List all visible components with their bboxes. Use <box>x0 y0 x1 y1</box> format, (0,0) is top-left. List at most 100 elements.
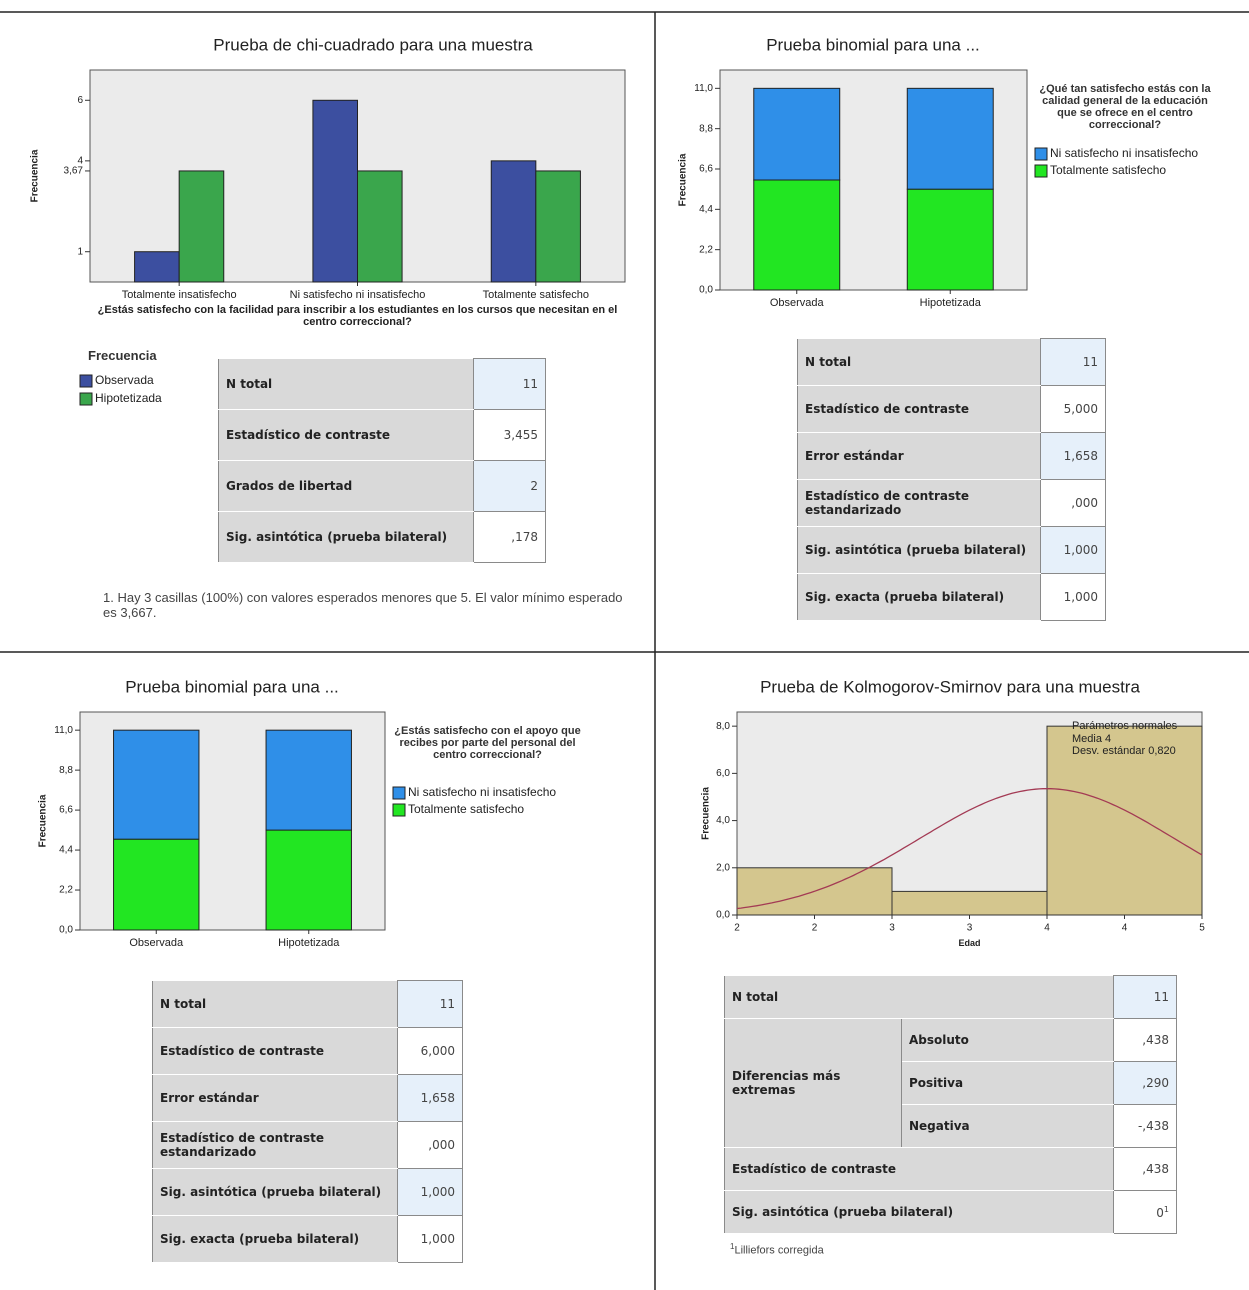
x-tick-label: Hipotetizada <box>278 937 340 949</box>
legend-swatch <box>392 786 406 800</box>
annotation: Media 4 <box>1072 733 1111 745</box>
table-row: Sig. asintótica (prueba bilateral) 1,000 <box>152 1168 463 1216</box>
cell: 1,658 <box>1040 432 1106 480</box>
x-tick-label: Totalmente satisfecho <box>483 289 589 301</box>
bar <box>535 170 581 283</box>
y-tick-label: 11,0 <box>694 83 713 94</box>
cell: ,290 <box>1113 1061 1177 1105</box>
annotation: Parámetros normales <box>1072 720 1178 732</box>
bar-segment <box>113 838 200 931</box>
table-row: Estadístico de contraste estandarizado ,0… <box>152 1121 463 1169</box>
y-axis-label: Frecuencia <box>678 153 689 206</box>
legend-swatch <box>1034 164 1048 178</box>
legend-title: ¿Qué tan satisfecho estás con la calidad… <box>1039 83 1211 131</box>
x-tick-label: 4 <box>1122 923 1128 934</box>
y-tick-label: 4 <box>77 155 83 166</box>
chart-title: Prueba binomial para una ... <box>766 35 980 54</box>
cell: 11 <box>1113 975 1177 1019</box>
cell-value: 0 <box>1156 1205 1164 1220</box>
y-tick-label: 6 <box>77 95 83 106</box>
normal-curve <box>736 788 1203 910</box>
table-row: Sig. asintótica (prueba bilateral) ,178 <box>218 511 546 563</box>
cell: 3,455 <box>473 409 546 461</box>
x-tick-label: 3 <box>967 923 973 934</box>
legend-label: Totalmente satisfecho <box>408 802 524 816</box>
table-row: N total 11 <box>218 358 546 410</box>
bar-segment <box>906 87 994 190</box>
cell: 1,000 <box>397 1215 463 1263</box>
x-tick-label: Observada <box>129 937 184 949</box>
y-tick-label: 6,6 <box>699 164 713 175</box>
legend-swatch <box>79 374 93 388</box>
row-label: Sig. asintótica (prueba bilateral) <box>152 1168 398 1216</box>
y-tick-label: 1 <box>77 246 83 257</box>
table-row: N total 11 <box>797 338 1106 386</box>
bar-segment <box>753 179 841 291</box>
x-tick-label: 3 <box>889 923 895 934</box>
table-row: Error estándar 1,658 <box>152 1074 463 1122</box>
stats-table: N total 11 Estadístico de contraste 3,455 Gr… <box>218 358 546 563</box>
legend-title: Frecuencia <box>88 348 157 363</box>
cell: ,000 <box>397 1121 463 1169</box>
y-axis-label: Frecuencia <box>38 794 49 847</box>
table-row: Estadístico de contraste 5,000 <box>797 385 1106 433</box>
y-tick-label: 2,2 <box>59 885 73 896</box>
cell: 11 <box>473 358 546 410</box>
y-tick-label: 0,0 <box>699 285 713 296</box>
row-label: Estadístico de contraste <box>797 385 1041 433</box>
legend-title: ¿Estás satisfecho con el apoyo que recib… <box>394 725 581 761</box>
table-row: Error estándar 1,658 <box>797 432 1106 480</box>
row-label: N total <box>152 980 398 1028</box>
row-label: Sig. exacta (prueba bilateral) <box>797 573 1041 621</box>
row-label: N total <box>218 358 474 410</box>
bar-segment <box>265 829 352 931</box>
y-tick-label: 0,0 <box>59 925 73 936</box>
row-label: Estadístico de contraste estandarizado <box>152 1121 398 1169</box>
y-axis-label: Frecuencia <box>30 149 41 202</box>
row-label: Sig. asintótica (prueba bilateral) <box>724 1190 1114 1234</box>
cell: ,178 <box>473 511 546 563</box>
table-note: 1. Hay 3 casillas (100%) con valores esp… <box>103 590 623 620</box>
table-row: Grados de libertad 2 <box>218 460 546 512</box>
y-tick-label: 3,67 <box>64 166 84 177</box>
table-row: Estadístico de contraste 6,000 <box>152 1027 463 1075</box>
row-label: Negativa <box>901 1104 1114 1148</box>
note-text: Lilliefors corregida <box>734 1244 824 1257</box>
x-axis-label: Edad <box>958 938 981 948</box>
annotation: Desv. estándar 0,820 <box>1072 745 1176 757</box>
row-label: N total <box>724 975 1114 1019</box>
cell: 01 <box>1113 1190 1177 1234</box>
group-label: Diferencias más extremas <box>724 1018 902 1148</box>
bar <box>490 160 537 283</box>
superscript: 1 <box>730 1242 735 1251</box>
row-label: Positiva <box>901 1061 1114 1105</box>
y-axis-label: Frecuencia <box>701 787 712 840</box>
y-tick-label: 4,0 <box>716 815 730 826</box>
table-row: Sig. exacta (prueba bilateral) 1,000 <box>152 1215 463 1263</box>
row-label: Estadístico de contraste estandarizado <box>797 479 1041 527</box>
table-note: 1Lilliefors corregida <box>730 1242 824 1257</box>
row-label: Error estándar <box>152 1074 398 1122</box>
legend-label: Ni satisfecho ni insatisfecho <box>1050 146 1198 160</box>
y-tick-label: 4,4 <box>699 204 713 215</box>
y-tick-label: 8,8 <box>699 123 713 134</box>
legend-swatch <box>392 803 406 817</box>
cell: ,000 <box>1040 479 1106 527</box>
x-axis-label: ¿Estás satisfecho con la facilidad para … <box>97 304 618 328</box>
cell: 1,000 <box>1040 526 1106 574</box>
bar <box>312 99 358 283</box>
cell: 1,000 <box>397 1168 463 1216</box>
cell: 11 <box>1040 338 1106 386</box>
y-tick-label: 6,0 <box>716 768 730 779</box>
y-tick-label: 0,0 <box>716 910 730 921</box>
bar <box>178 170 225 283</box>
y-tick-label: 2,0 <box>716 862 730 873</box>
x-tick-label: 4 <box>1044 923 1050 934</box>
legend-label: Observada <box>95 373 154 387</box>
cell: 11 <box>397 980 463 1028</box>
y-tick-label: 6,6 <box>59 805 73 816</box>
table-row: Sig. asintótica (prueba bilateral) 1,000 <box>797 526 1106 574</box>
cell: 1,000 <box>1040 573 1106 621</box>
